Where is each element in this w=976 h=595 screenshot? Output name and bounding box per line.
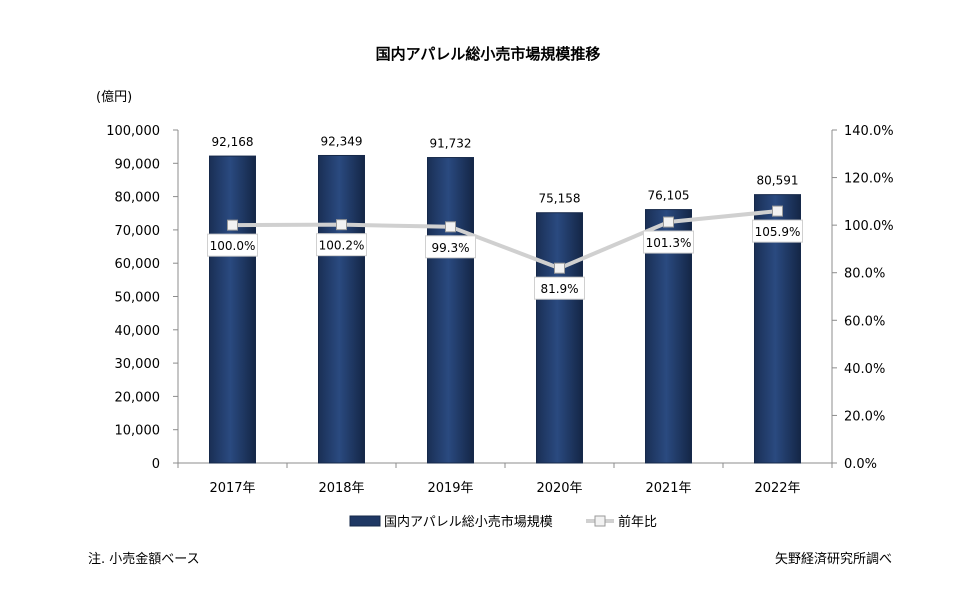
bar <box>318 154 365 464</box>
y-right-tick-label: 60.0% <box>844 314 885 329</box>
y-left-tick-label: 70,000 <box>115 224 161 239</box>
line-marker <box>663 216 674 228</box>
y-left-tick-label: 40,000 <box>115 324 161 339</box>
x-tick-label: 2019年 <box>427 481 473 496</box>
y-left-tick-label: 0 <box>152 457 160 472</box>
chart-title: 国内アパレル総小売市場規模推移 <box>376 45 601 63</box>
bar <box>536 212 583 464</box>
line-path <box>232 209 778 271</box>
bar-data-label: 75,158 <box>539 192 581 206</box>
y-left-tick-label: 90,000 <box>115 157 161 172</box>
footnote: 注. 小売金額ベース <box>88 552 200 567</box>
line-marker <box>445 221 456 233</box>
y-right-tick-label: 20.0% <box>844 409 885 424</box>
legend-bar-swatch <box>349 515 381 527</box>
line-data-label: 105.9% <box>755 225 801 239</box>
bar-series <box>209 154 801 464</box>
bar-data-label: 91,732 <box>430 137 472 151</box>
line-series: 100.0% 100.2% 99.3% 81.9% 101.3% 105.9% <box>207 205 803 300</box>
y-right-tick-label: 140.0% <box>844 124 894 139</box>
line-data-label: 100.2% <box>319 239 365 253</box>
bar-data-labels: 92,168 92,349 91,732 75,158 76,105 80,591 <box>212 134 799 205</box>
line-data-label-box <box>425 235 476 259</box>
line-data-label: 81.9% <box>540 282 578 296</box>
line-marker <box>554 262 565 274</box>
line-data-label: 100.0% <box>210 239 256 253</box>
legend-line-label: 前年比 <box>618 514 657 530</box>
line-data-label-box <box>643 230 694 254</box>
x-tick-label: 2022年 <box>754 481 800 496</box>
y-left-tick-label: 10,000 <box>115 424 161 439</box>
y-right-tick-label: 100.0% <box>844 219 894 234</box>
bar-data-label: 92,168 <box>212 135 254 149</box>
source-note: 矢野経済研究所調べ <box>774 552 892 567</box>
y-left-tick-label: 50,000 <box>115 291 161 306</box>
bar <box>209 155 256 464</box>
y-right-tick-label: 80.0% <box>844 267 885 282</box>
axes: 0 10,000 20,000 30,000 40,000 50,000 60,000 70,… <box>106 124 893 496</box>
bar <box>427 157 474 464</box>
y-left-tick-label: 30,000 <box>115 357 161 372</box>
y-right-tick-label: 40.0% <box>844 362 885 377</box>
y-left-tick-label: 60,000 <box>115 257 161 272</box>
line-data-label: 101.3% <box>646 236 692 250</box>
y-left-tick-label: 80,000 <box>115 191 161 206</box>
y-axis-unit-label: (億円) <box>96 89 132 105</box>
x-tick-label: 2017年 <box>209 481 255 496</box>
x-tick-label: 2018年 <box>318 481 364 496</box>
bar-data-label: 80,591 <box>757 174 799 188</box>
line-marker <box>336 219 347 231</box>
line-data-label-box <box>534 276 585 300</box>
y-right-tick-label: 120.0% <box>844 172 894 187</box>
y-left-tick-label: 100,000 <box>106 124 160 139</box>
line-marker <box>227 219 238 231</box>
legend: 国内アパレル総小売市場規模 前年比 <box>349 514 657 530</box>
y-right-tick-label: 0.0% <box>844 457 877 472</box>
line-marker <box>772 205 783 217</box>
bar-data-label: 92,349 <box>321 134 363 148</box>
line-data-label-box <box>752 219 803 243</box>
legend-bar-label: 国内アパレル総小売市場規模 <box>384 514 553 530</box>
x-tick-label: 2020年 <box>536 481 582 496</box>
line-data-label-box <box>207 233 258 257</box>
line-data-label: 99.3% <box>431 241 469 255</box>
bar-data-label: 76,105 <box>648 189 690 203</box>
legend-line-marker <box>594 515 606 527</box>
line-data-label-box <box>316 233 367 257</box>
x-tick-label: 2021年 <box>645 481 691 496</box>
y-left-tick-label: 20,000 <box>115 390 161 405</box>
